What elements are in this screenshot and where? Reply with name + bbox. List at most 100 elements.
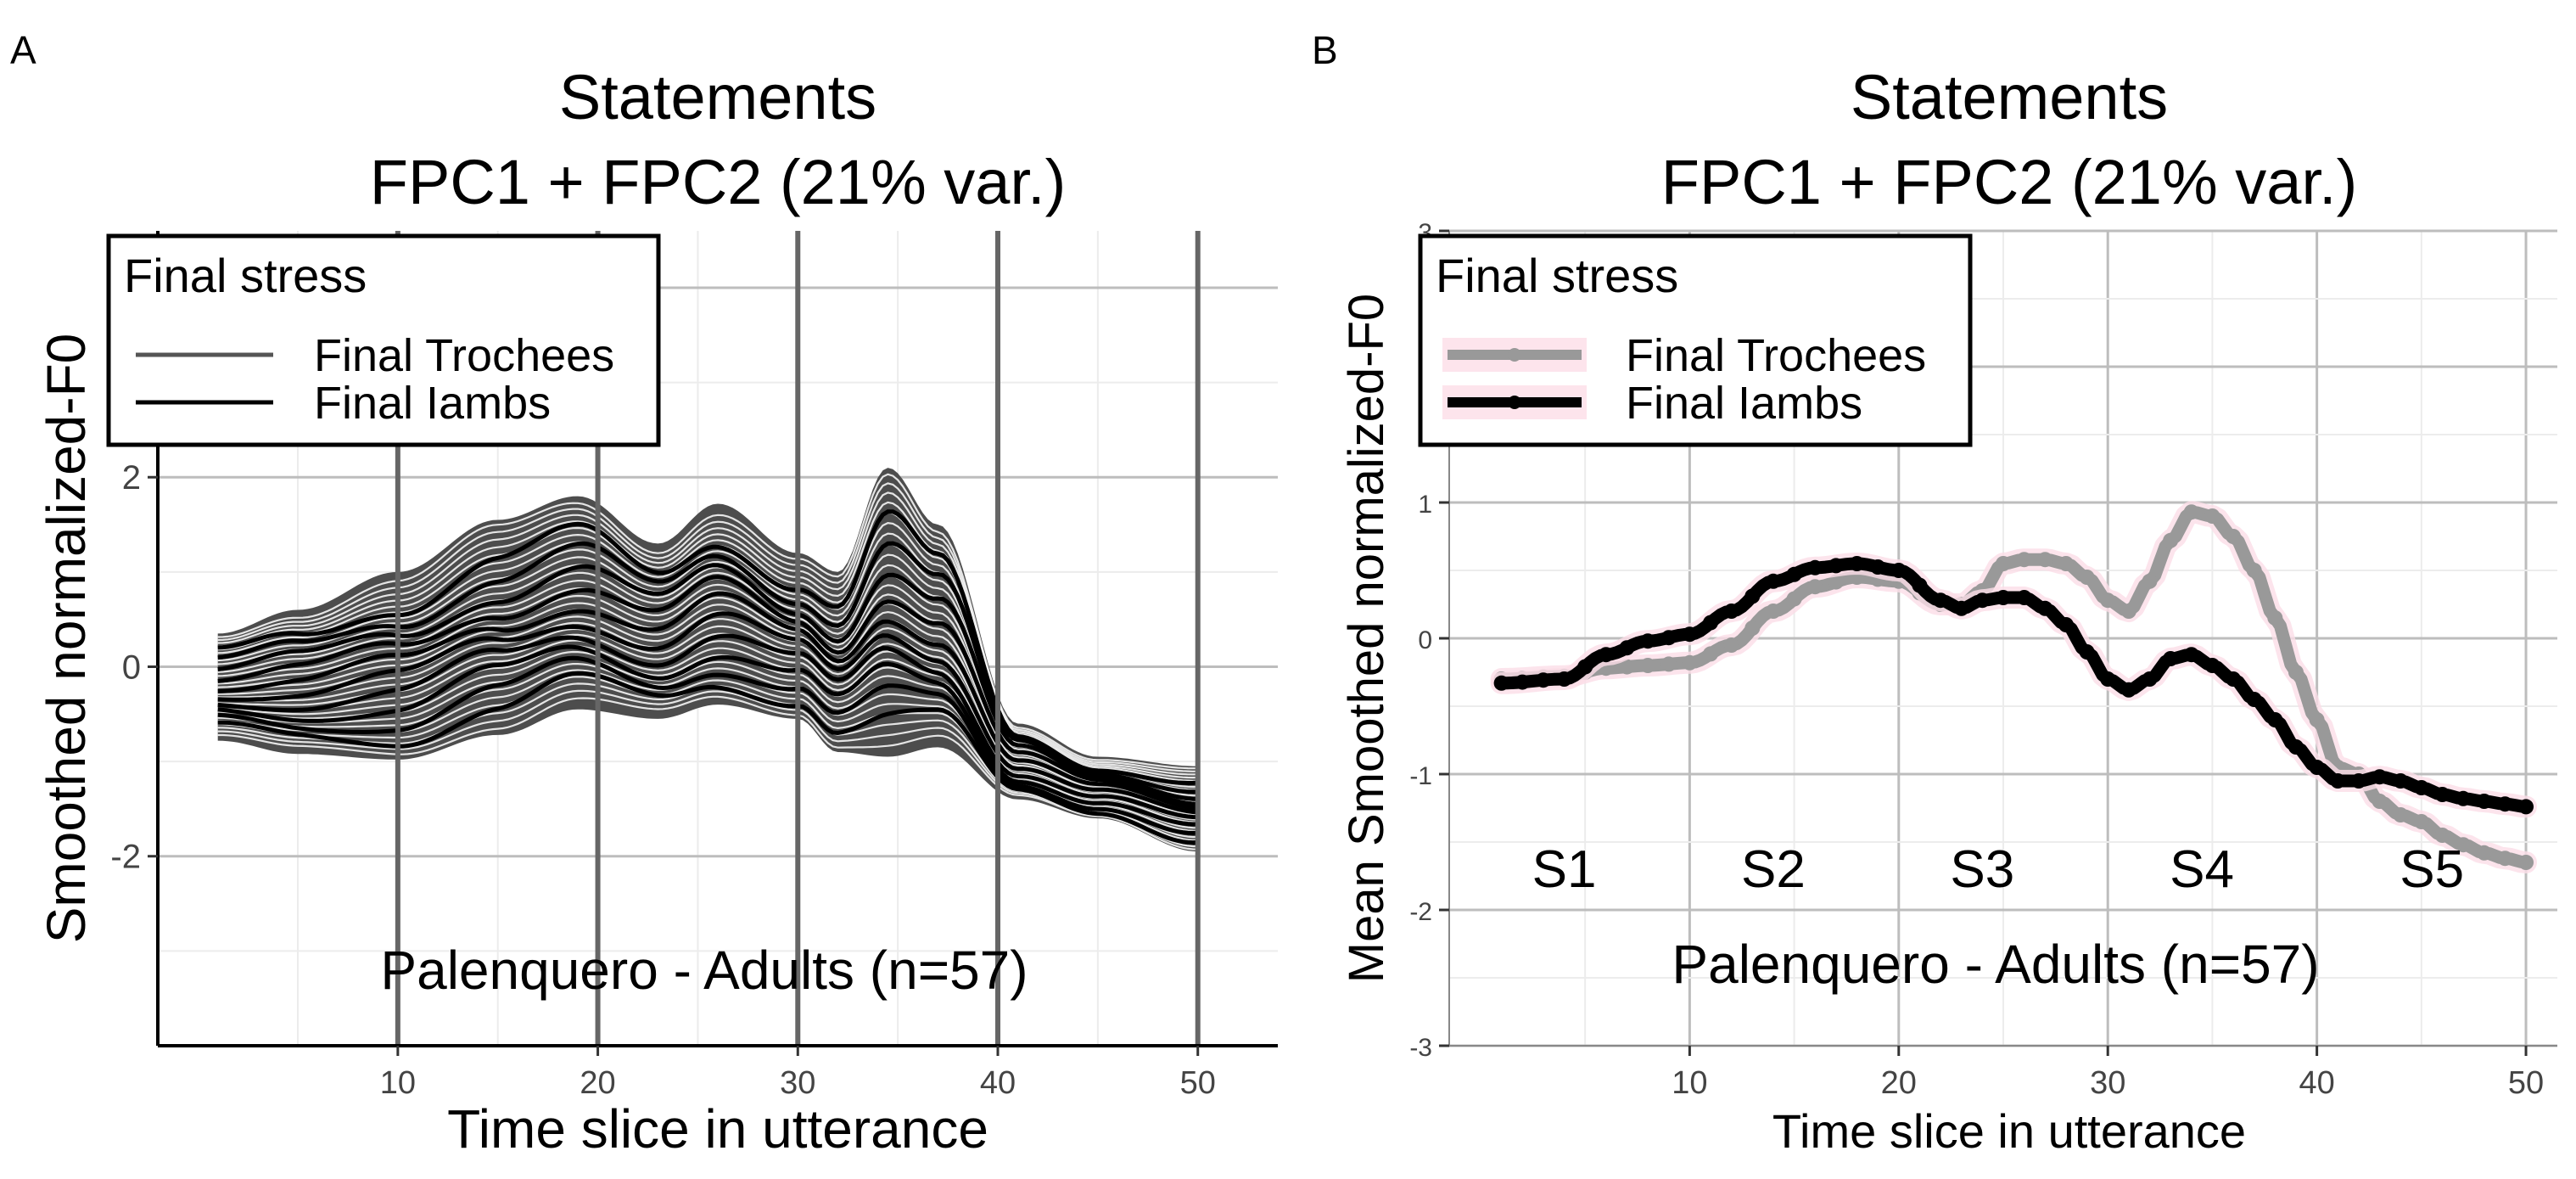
panel-b-x-axis-label: Time slice in utterance bbox=[1772, 1104, 2246, 1158]
panel-b-point-iambs bbox=[2163, 651, 2179, 666]
panel-a-y-tick-label: 2 bbox=[122, 459, 141, 497]
panel-b-point-iambs bbox=[1849, 556, 1865, 571]
panel-b-point-iambs bbox=[2016, 590, 2032, 605]
panel-b-gridlines bbox=[1449, 229, 2557, 1047]
panel-b-point-iambs bbox=[1890, 563, 1907, 578]
panel-b-point-trochees bbox=[1765, 604, 1781, 619]
panel-a-iamb-curve bbox=[217, 671, 1198, 845]
panel-b-point-iambs bbox=[1933, 592, 1949, 609]
panel-b-point-iambs bbox=[1912, 577, 1928, 593]
panel-b-point-iambs bbox=[2476, 794, 2492, 809]
panel-b-point-iambs bbox=[2330, 773, 2346, 789]
panel-b-x-tick-label: 40 bbox=[2299, 1065, 2334, 1101]
panel-b-point-iambs bbox=[2058, 617, 2074, 632]
panel-b-point-trochees bbox=[1723, 637, 1739, 653]
panel-b-syllable-labels: S1 S2 S3 S4 S5 bbox=[1532, 840, 2464, 899]
panel-b-point-iambs bbox=[1703, 615, 1719, 631]
panel-b-point-iambs bbox=[1598, 647, 1614, 663]
panel-b-point-iambs bbox=[1974, 592, 1991, 609]
panel-b-label: B bbox=[1312, 28, 1338, 72]
panel-b-point-iambs bbox=[2350, 773, 2366, 789]
panel-a-legend-title: Final stress bbox=[124, 249, 367, 302]
panel-a-iamb-curve bbox=[217, 591, 1198, 811]
panel-a-iamb-curve bbox=[217, 644, 1198, 827]
panel-a-ticks: 10 20 30 40 50 -2 0 2 bbox=[110, 459, 1215, 1101]
panel-b-point-iambs bbox=[1744, 588, 1761, 604]
panel-b-point-iambs bbox=[1723, 604, 1739, 619]
panel-b-annotation: Palenquero - Adults (n=57) bbox=[1672, 934, 2319, 995]
panel-b-point-iambs bbox=[2246, 692, 2262, 707]
panel-a-legend-label-trochees: Final Trochees bbox=[314, 330, 614, 381]
panel-b-point-iambs bbox=[2183, 647, 2199, 663]
panel-a-trochee-curve bbox=[217, 689, 1198, 848]
panel-b-point-trochees bbox=[2037, 552, 2053, 568]
panel-b-x-tick-label: 10 bbox=[1672, 1065, 1707, 1101]
panel-a-iamb-curve bbox=[217, 611, 1198, 815]
panel-b-point-iambs bbox=[2518, 799, 2534, 815]
panel-b-point-trochees bbox=[1744, 620, 1761, 636]
panel-b-point-trochees bbox=[1786, 591, 1802, 607]
panel-a-curves bbox=[217, 473, 1198, 851]
panel-b-point-trochees bbox=[1807, 579, 1823, 595]
panel-b-y-tick-label: -3 bbox=[1409, 1034, 1432, 1062]
panel-b-point-iambs bbox=[1515, 674, 1531, 690]
panel-a-x-axis-label: Time slice in utterance bbox=[447, 1098, 988, 1159]
panel-b-point-iambs bbox=[2372, 769, 2388, 785]
panel-b-point-trochees bbox=[2309, 712, 2325, 727]
panel-b-point-trochees bbox=[2079, 570, 2095, 585]
panel-a-annotation: Palenquero - Adults (n=57) bbox=[380, 940, 1028, 1001]
panel-b-point-iambs bbox=[2393, 773, 2409, 789]
panel-a-iamb-curve bbox=[217, 541, 1198, 794]
panel-b-point-iambs bbox=[1807, 559, 1823, 575]
panel-b-point-iambs bbox=[1577, 659, 1593, 675]
panel-b-point-iambs bbox=[1640, 633, 1656, 649]
panel-b-point-iambs bbox=[2497, 796, 2513, 812]
panel-a-trochee-curve bbox=[217, 645, 1198, 826]
panel-b-legend-title: Final stress bbox=[1436, 249, 1678, 302]
panel-b-point-iambs bbox=[2267, 712, 2283, 727]
panel-a-legend-box bbox=[106, 233, 661, 447]
panel-b-y-axis-label: Mean Smoothed normalized-F0 bbox=[1339, 294, 1394, 983]
panel-b-point-trochees bbox=[2246, 563, 2262, 578]
panel-b-legend-dot-iambs bbox=[1508, 396, 1521, 409]
panel-b-y-tick-label: -1 bbox=[1409, 762, 1432, 790]
panel-a-trochee-curve bbox=[217, 491, 1198, 776]
panel-a-legend: Final stress Final Trochees Final Iambs bbox=[106, 233, 661, 447]
panel-b-line-trochees bbox=[1495, 505, 2533, 869]
panel-a-trochee-curve bbox=[217, 695, 1198, 851]
panel-b-point-iambs bbox=[1996, 590, 2011, 605]
panel-a-title-line1: Statements bbox=[559, 62, 876, 132]
panel-b-point-iambs bbox=[1619, 640, 1635, 656]
panel-b-point-iambs bbox=[1786, 566, 1802, 582]
panel-b-point-trochees bbox=[2120, 604, 2136, 619]
panel-b-point-iambs bbox=[2037, 600, 2053, 616]
panel-b-point-iambs bbox=[1682, 626, 1698, 643]
panel-a-iamb-curve bbox=[217, 575, 1198, 807]
panel-b-point-iambs bbox=[1765, 573, 1781, 589]
panel-b-legend-dot-trochees bbox=[1508, 348, 1521, 362]
panel-a-label: A bbox=[10, 28, 36, 72]
panel-b-point-trochees bbox=[2163, 532, 2179, 548]
panel-b-legend: Final stress Final Trochees Final Iambs bbox=[1418, 233, 1973, 447]
panel-a-trochee-curve bbox=[217, 571, 1198, 800]
panel-b-point-iambs bbox=[2142, 671, 2158, 687]
panel-b-point-iambs bbox=[1493, 675, 1509, 691]
panel-b-point-iambs bbox=[1556, 671, 1572, 687]
panel-a-x-tick-label: 50 bbox=[1180, 1065, 1216, 1101]
panel-a-iamb-curve bbox=[217, 509, 1198, 786]
panel-b-syllable-label: S2 bbox=[1741, 840, 1806, 899]
panel-b-point-iambs bbox=[2413, 780, 2429, 795]
panel-b-point-iambs bbox=[2204, 658, 2220, 673]
panel-a-iamb-curve bbox=[217, 563, 1198, 801]
panel-b-point-trochees bbox=[1996, 556, 2011, 571]
panel-a-title-line2: FPC1 + FPC2 (21% var.) bbox=[370, 147, 1066, 217]
panel-a-x-tick-label: 20 bbox=[580, 1065, 615, 1101]
panel-b-point-trochees bbox=[1682, 654, 1698, 671]
panel-b-point-trochees bbox=[2497, 851, 2513, 867]
panel-b-point-trochees bbox=[2434, 828, 2450, 843]
panel-b-point-trochees bbox=[2288, 665, 2304, 680]
panel-b-legend-label-iambs: Final Iambs bbox=[1626, 378, 1862, 429]
panel-b-point-trochees bbox=[1660, 656, 1677, 672]
panel-b-title-line2: FPC1 + FPC2 (21% var.) bbox=[1661, 147, 2357, 217]
panel-b-point-trochees bbox=[1619, 659, 1635, 675]
